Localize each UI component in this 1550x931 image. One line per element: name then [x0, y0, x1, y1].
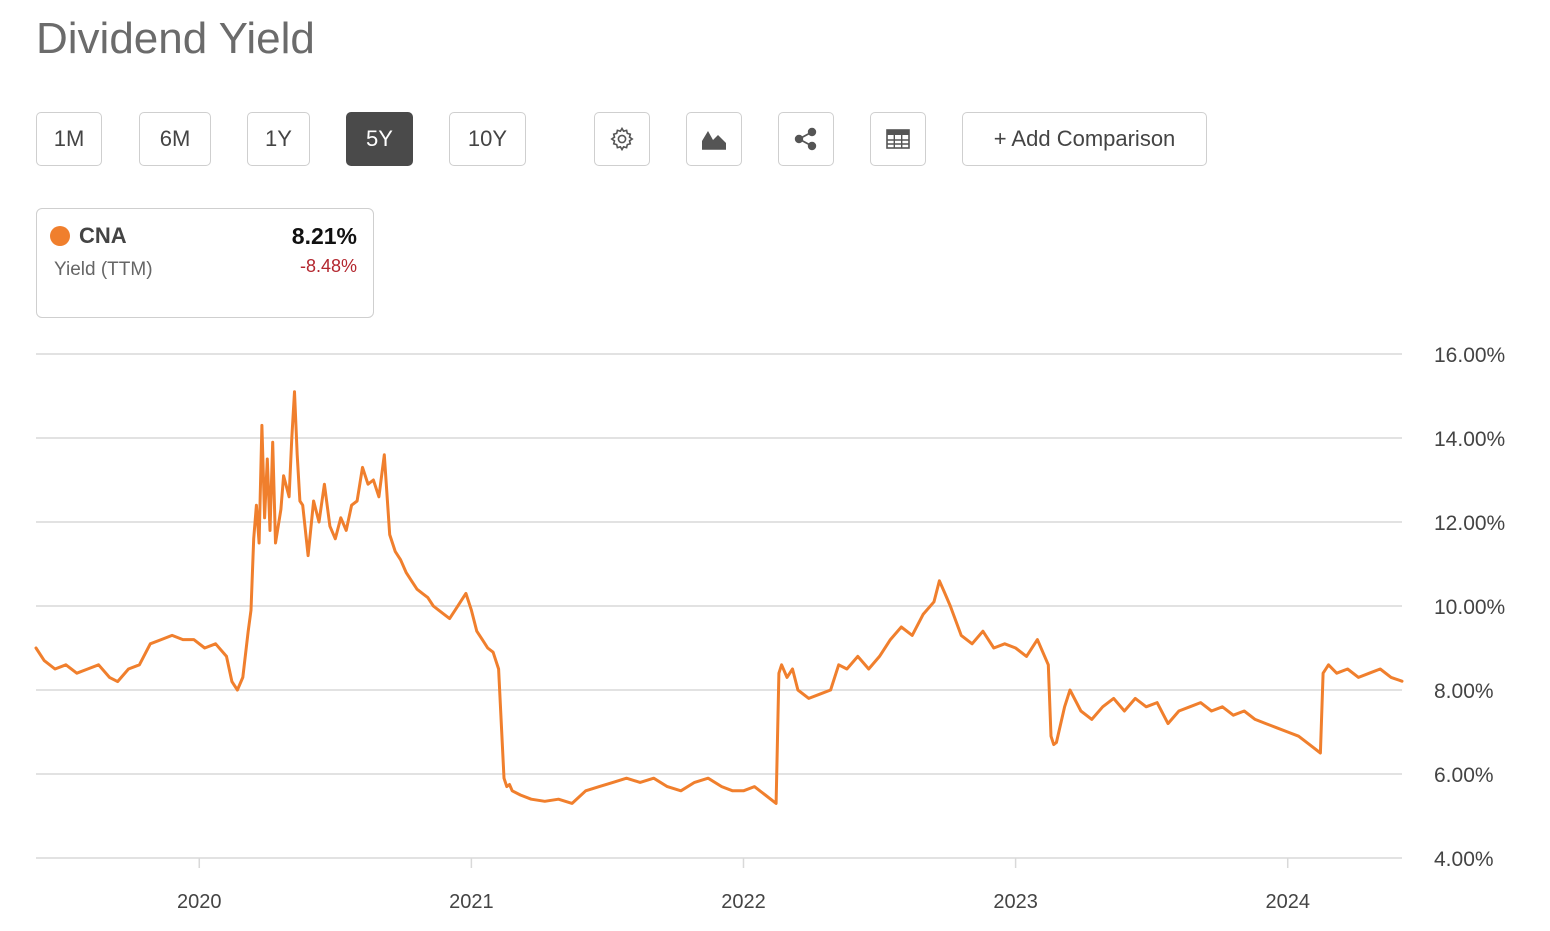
y-tick-label: 14.00%	[1434, 428, 1505, 451]
legend-ticker: CNA	[79, 223, 127, 248]
x-tick-label: 2021	[449, 891, 494, 913]
x-axis: 2020 2021 2022 2023 2024	[177, 858, 1310, 913]
gear-icon	[610, 126, 634, 152]
table-button[interactable]	[870, 112, 926, 166]
grid-lines	[36, 353, 1402, 859]
series-color-dot	[50, 226, 70, 246]
series-line-cna	[34, 390, 1404, 805]
y-axis: 4.00% 6.00% 8.00% 10.00% 12.00% 14.00% 16.00%	[1434, 344, 1505, 871]
dividend-yield-chart: 4.00%6.00%8.00%10.00%12.00%14.00%16.00% …	[34, 344, 1505, 913]
range-button-5y[interactable]: 5Y	[346, 112, 413, 166]
y-tick-label: 10.00%	[1434, 596, 1505, 619]
range-button-6m[interactable]: 6M	[139, 112, 211, 166]
x-tick-label: 2020	[177, 891, 222, 913]
x-tick-label: 2022	[721, 891, 766, 913]
page-title: Dividend Yield	[36, 14, 315, 63]
series-layer	[34, 390, 1404, 805]
y-tick-label: 8.00%	[1434, 680, 1494, 703]
legend-sublabel: Yield (TTM)	[54, 259, 153, 280]
legend-value: 8.21%	[291, 223, 357, 249]
y-tick-label: 12.00%	[1434, 512, 1505, 535]
share-icon	[794, 127, 817, 151]
range-button-1m[interactable]: 1M	[36, 112, 102, 166]
y-tick-label: 4.00%	[1434, 848, 1494, 871]
add-comparison-button[interactable]: + Add Comparison	[962, 112, 1207, 166]
y-tick-label: 6.00%	[1434, 764, 1494, 787]
y-tick-label: 16.00%	[1434, 344, 1505, 367]
table-icon	[886, 129, 910, 149]
mountain-chart-icon	[702, 131, 726, 150]
x-tick-label: 2023	[993, 891, 1038, 913]
legend-change: -8.48%	[299, 256, 357, 276]
settings-button[interactable]	[594, 112, 650, 166]
share-button[interactable]	[778, 112, 834, 166]
legend-card: CNA Yield (TTM) 8.21% -8.48%	[36, 208, 374, 318]
x-tick-label: 2024	[1265, 891, 1310, 913]
range-button-1y[interactable]: 1Y	[247, 112, 310, 166]
range-button-10y[interactable]: 10Y	[449, 112, 526, 166]
chart-type-button[interactable]	[686, 112, 742, 166]
